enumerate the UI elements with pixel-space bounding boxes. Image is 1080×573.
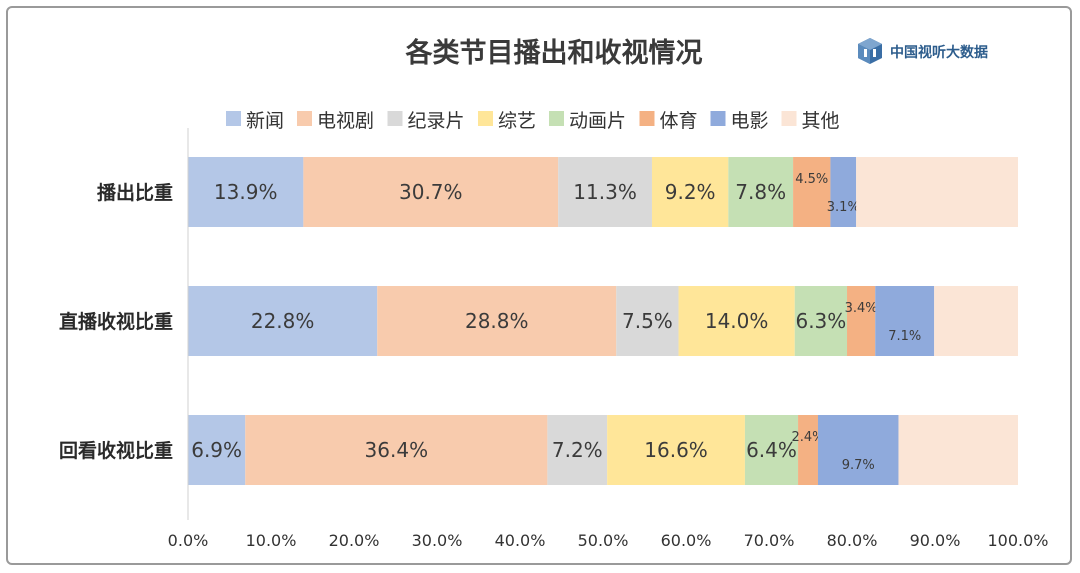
- legend-item: 电影: [710, 110, 769, 132]
- data-label: 2.4%: [791, 430, 824, 445]
- legend-swatch: [549, 111, 564, 126]
- cube-icon: [858, 38, 882, 64]
- bar-segment: [830, 157, 857, 227]
- legend-item: 纪录片: [387, 110, 465, 132]
- bar-segment: [875, 286, 935, 356]
- data-label: 7.5%: [622, 309, 673, 333]
- legend-swatch: [297, 111, 312, 126]
- legend-label: 综艺: [498, 110, 536, 132]
- legend-swatch: [781, 111, 797, 126]
- brand-logo: 中国视听大数据: [858, 38, 988, 64]
- x-tick-label: 90.0%: [910, 531, 961, 550]
- data-label: 14.0%: [705, 309, 769, 333]
- chart-title: 各类节目播出和收视情况: [405, 37, 703, 69]
- legend-label: 体育: [660, 110, 698, 132]
- brand-label: 中国视听大数据: [890, 44, 988, 61]
- x-tick-label: 50.0%: [578, 531, 629, 550]
- bar-segment: [607, 415, 745, 485]
- legend-label: 电视剧: [317, 110, 374, 132]
- legend-swatch: [226, 111, 241, 126]
- data-label: 9.7%: [842, 458, 875, 473]
- x-tick-label: 40.0%: [495, 531, 546, 550]
- legend-label: 电影: [731, 110, 769, 132]
- legend-item: 体育: [639, 110, 698, 132]
- x-tick-label: 30.0%: [412, 531, 463, 550]
- data-label: 3.1%: [827, 200, 860, 215]
- data-label: 28.8%: [465, 309, 529, 333]
- bar-segment: [188, 415, 246, 485]
- legend-swatch: [710, 111, 726, 126]
- legend-swatch: [387, 111, 403, 126]
- x-tick-label: 20.0%: [329, 531, 380, 550]
- data-label: 3.4%: [845, 301, 878, 316]
- x-tick-label: 100.0%: [987, 531, 1048, 550]
- bar-segment: [245, 415, 548, 485]
- legend: 新闻 电视剧 纪录片 综艺 动画片 体育 电影 其他: [226, 110, 840, 132]
- x-tick-label: 0.0%: [168, 531, 209, 550]
- data-label: 7.8%: [735, 180, 786, 204]
- bar-segment: [817, 415, 899, 485]
- bar-segment: [934, 286, 1018, 356]
- data-label: 13.9%: [214, 180, 278, 204]
- data-label: 11.3%: [573, 180, 637, 204]
- category-label: 回看收视比重: [59, 439, 173, 462]
- data-label: 9.2%: [665, 180, 716, 204]
- legend-item: 其他: [781, 110, 840, 132]
- data-label: 6.4%: [746, 438, 797, 462]
- legend-item: 动画片: [549, 110, 626, 132]
- legend-label: 新闻: [246, 110, 284, 132]
- bar-segment: [793, 157, 831, 227]
- bar-segment: [303, 157, 559, 227]
- data-label: 7.2%: [552, 438, 603, 462]
- bar-segment: [547, 415, 608, 485]
- bar-segment: [651, 157, 729, 227]
- x-tick-label: 10.0%: [246, 531, 297, 550]
- legend-label: 纪录片: [408, 110, 465, 132]
- x-tick-label: 70.0%: [744, 531, 795, 550]
- bar-row: 13.9% 30.7% 11.3% 9.2% 7.8% 4.5% 3.1%: [188, 157, 1018, 227]
- data-label: 6.3%: [795, 309, 846, 333]
- data-label: 16.6%: [644, 438, 708, 462]
- bar-segment: [188, 157, 304, 227]
- data-label: 6.9%: [191, 438, 242, 462]
- bar-segment: [558, 157, 652, 227]
- x-tick-label: 80.0%: [827, 531, 878, 550]
- bar-segment: [898, 415, 1018, 485]
- bar-segment: [728, 157, 794, 227]
- bars: 13.9% 30.7% 11.3% 9.2% 7.8% 4.5% 3.1% 22.8% 28.8…: [188, 157, 1018, 485]
- legend-item: 新闻: [226, 110, 284, 132]
- bar-segment: [847, 286, 876, 356]
- data-label: 7.1%: [888, 329, 921, 344]
- x-tick-label: 60.0%: [661, 531, 712, 550]
- category-label: 直播收视比重: [59, 310, 173, 333]
- bar-segment: [794, 286, 848, 356]
- legend-swatch: [639, 111, 655, 126]
- data-label: 4.5%: [795, 172, 828, 187]
- data-label: 30.7%: [399, 180, 463, 204]
- legend-swatch: [478, 111, 493, 126]
- bar-segment: [744, 415, 799, 485]
- bar-segment: [188, 286, 378, 356]
- bar-segment: [798, 415, 818, 485]
- legend-label: 动画片: [569, 110, 626, 132]
- legend-label: 其他: [802, 110, 840, 132]
- bar-segment: [856, 157, 1018, 227]
- bar-segment: [616, 286, 679, 356]
- category-label: 播出比重: [97, 181, 173, 204]
- x-axis: 0.0% 10.0% 20.0% 30.0% 40.0% 50.0% 60.0% 70.0% 8…: [168, 128, 1049, 550]
- data-label: 36.4%: [365, 438, 429, 462]
- legend-item: 综艺: [478, 110, 536, 132]
- bar-row: 22.8% 28.8% 7.5% 14.0% 6.3%3.4% 7.1%: [188, 286, 1018, 356]
- bar-segment: [678, 286, 795, 356]
- legend-item: 电视剧: [297, 110, 374, 132]
- data-label: 22.8%: [251, 309, 315, 333]
- bar-segment: [377, 286, 617, 356]
- bar-row: 6.9% 36.4% 7.2% 16.6% 6.4%2.4% 9.7%: [188, 415, 1018, 485]
